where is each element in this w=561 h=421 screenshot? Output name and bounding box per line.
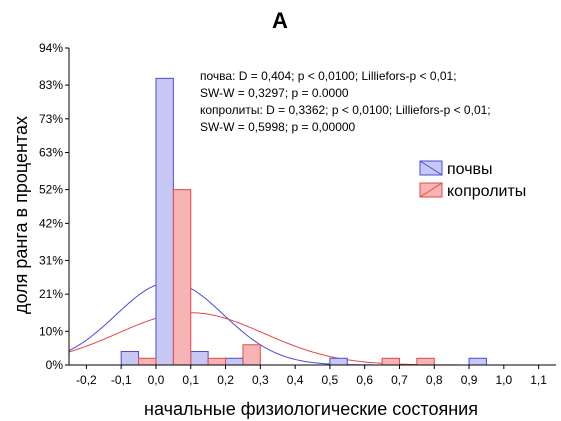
bar-koprolity-4 — [381, 357, 400, 366]
bar-koprolity-0 — [138, 357, 157, 366]
y-tick-label-3: 31% — [39, 253, 63, 267]
bar-pochvy-5 — [468, 357, 487, 366]
y-axis-label: доля ранга в процентах — [11, 116, 31, 314]
bar-pochvy-1 — [155, 77, 174, 366]
stats-line-4: SW-W = 0,5998; p = 0,00000 — [200, 120, 356, 134]
x-tick-label-12: 1,0 — [495, 373, 512, 387]
bar-pochvy-2 — [190, 351, 209, 366]
x-tick-label-2: 0,0 — [148, 373, 165, 387]
bar-koprolity-5 — [416, 357, 435, 366]
stats-line-3: копролиты: D = 0,3362; p < 0,0100; Lilli… — [200, 103, 491, 117]
legend-item-pochvy: почвы — [419, 160, 493, 178]
stats-line-1: почва: D = 0,404; p < 0,0100; Lilliefors… — [200, 69, 457, 83]
plot-area — [69, 48, 556, 365]
x-tick-label-13: 1,1 — [530, 373, 547, 387]
stats-annotation: почва: D = 0,404; p < 0,0100; Lilliefors… — [200, 69, 491, 134]
legend-label-pochvy: почвы — [447, 161, 493, 178]
legend-label-koprolity: копролиты — [447, 183, 526, 200]
y-tick-label-5: 52% — [39, 183, 63, 197]
x-tick-label-11: 0,9 — [461, 373, 478, 387]
y-tick-label-6: 63% — [39, 146, 63, 160]
x-tick-label-9: 0,7 — [391, 373, 408, 387]
y-tick-label-1: 10% — [39, 324, 63, 338]
histogram-bars — [120, 77, 487, 366]
bar-pochvy-4 — [329, 357, 348, 366]
legend-swatch-line-koprolity — [419, 182, 443, 198]
legend-swatch-line-pochvy — [419, 160, 443, 176]
legend-item-koprolity: копролиты — [419, 182, 526, 200]
bar-koprolity-3 — [242, 344, 261, 366]
chart-title: А — [272, 8, 288, 33]
x-axis-label: начальные физиологические состояния — [144, 399, 478, 419]
bar-koprolity-2 — [207, 357, 227, 366]
y-tick-label-8: 83% — [39, 78, 63, 92]
x-tick-label-6: 0,4 — [287, 373, 304, 387]
stats-line-2: SW-W = 0,3297; p = 0.0000 — [200, 86, 349, 100]
x-tick-label-8: 0,6 — [356, 373, 373, 387]
y-tick-label-4: 42% — [39, 216, 63, 230]
x-tick-label-7: 0,5 — [322, 373, 339, 387]
x-ticks: -0,2 -0,1 0,0 0,1 0,2 0,3 0,4 0,5 0,6 0,7 0,8 0,9 1,… — [76, 365, 547, 387]
y-ticks: 0% 10% 21% 31% 42% 52% 63% 73% 83% 94% — [39, 41, 69, 372]
y-tick-label-0: 0% — [46, 358, 64, 372]
x-tick-label-0: -0,2 — [76, 373, 97, 387]
x-tick-label-3: 0,1 — [182, 373, 199, 387]
x-tick-label-4: 0,2 — [217, 373, 234, 387]
bar-koprolity-1 — [172, 189, 192, 366]
x-tick-label-5: 0,3 — [252, 373, 269, 387]
bar-pochvy-0 — [120, 351, 140, 366]
plot-background — [69, 48, 556, 365]
x-tick-label-10: 0,8 — [426, 373, 443, 387]
legend: почвы копролиты — [419, 160, 526, 200]
x-tick-label-1: -0,1 — [111, 373, 132, 387]
y-tick-label-2: 21% — [39, 287, 63, 301]
axes — [68, 48, 556, 366]
y-tick-label-9: 94% — [39, 41, 63, 55]
bar-pochvy-3 — [225, 357, 244, 366]
y-tick-label-7: 73% — [39, 112, 63, 126]
